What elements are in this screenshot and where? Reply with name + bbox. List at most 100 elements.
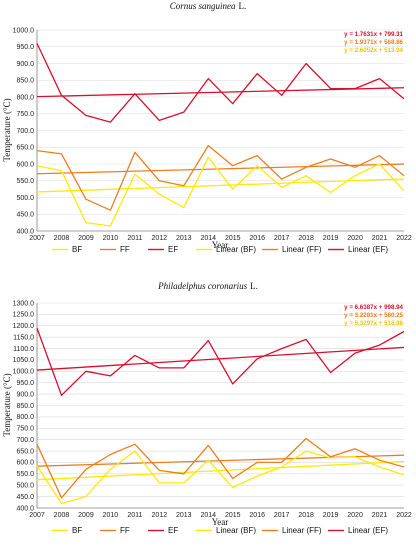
trendline-ff xyxy=(36,163,405,175)
legend-label: Linear (FF) xyxy=(282,245,322,254)
x-tick-label: 2018 xyxy=(298,235,314,242)
x-tick-label: 2007 xyxy=(29,512,45,519)
y-tick-label: 600.0 xyxy=(16,460,34,467)
trend-equation-ef: y = 6.6387x + 998.94 xyxy=(344,304,403,311)
series-line-bf xyxy=(36,450,405,505)
y-tick-label: 1200.0 xyxy=(13,323,35,330)
y-tick-label: 550.0 xyxy=(16,178,34,185)
y-tick-label: 750.0 xyxy=(16,111,34,118)
legend-label: Linear (BF) xyxy=(216,526,256,535)
x-tick-label: 2012 xyxy=(152,235,168,242)
x-tick-label: 2009 xyxy=(78,235,94,242)
x-tick-label: 2018 xyxy=(298,512,314,519)
y-tick-label: 500.0 xyxy=(16,483,34,490)
y-tick-label: 700.0 xyxy=(16,437,34,444)
y-tick-label: 1300.0 xyxy=(13,300,35,307)
trend-equation-ff: y = 3.2281x + 580.25 xyxy=(344,312,403,319)
x-tick-label: 2009 xyxy=(78,512,94,519)
legend-label: BF xyxy=(72,245,82,254)
trend-equation-ef: y = 1.7631x + 799.31 xyxy=(344,31,403,38)
x-tick-label: 2016 xyxy=(249,512,265,519)
y-tick-label: 450.0 xyxy=(16,212,34,219)
y-tick-label: 850.0 xyxy=(16,403,34,410)
trendline-ef xyxy=(36,87,405,98)
y-tick-label: 1250.0 xyxy=(13,312,35,319)
y-axis-title: Temperature (°C) xyxy=(2,373,12,436)
series-line-ff xyxy=(36,144,405,211)
y-tick-label: 950.0 xyxy=(16,380,34,387)
x-tick-label: 2007 xyxy=(29,235,45,242)
x-tick-label: 2011 xyxy=(127,235,142,242)
x-tick-label: 2014 xyxy=(200,512,216,519)
x-tick-label: 2008 xyxy=(54,235,70,242)
x-tick-label: 2011 xyxy=(127,512,142,519)
y-tick-label: 1050.0 xyxy=(13,357,35,364)
y-tick-label: 500.0 xyxy=(16,195,34,202)
y-axis-title: Temperature (°C) xyxy=(2,98,12,161)
series-line-ef xyxy=(36,43,405,123)
x-tick-label: 2010 xyxy=(103,235,119,242)
y-tick-label: 650.0 xyxy=(16,448,34,455)
y-tick-label: 600.0 xyxy=(16,161,34,168)
chart-title-suffix: L. xyxy=(250,281,258,291)
chart-title-suffix: L. xyxy=(239,1,247,11)
x-tick-label: 2014 xyxy=(200,235,216,242)
legend-label: FF xyxy=(120,526,130,535)
y-tick-label: 850.0 xyxy=(16,78,34,85)
x-tick-label: 2013 xyxy=(176,512,192,519)
x-tick-label: 2010 xyxy=(103,512,119,519)
y-tick-label: 1000.0 xyxy=(13,27,35,34)
x-tick-label: 2013 xyxy=(176,235,192,242)
trendline-ef xyxy=(36,346,405,371)
legend-label: EF xyxy=(168,245,178,254)
chart-title: Cornus sanguinea L. xyxy=(170,1,247,11)
y-tick-label: 900.0 xyxy=(16,61,34,68)
y-tick-label: 800.0 xyxy=(16,414,34,421)
y-tick-label: 1000.0 xyxy=(13,369,35,376)
x-tick-label: 2015 xyxy=(225,235,241,242)
trendline-bf xyxy=(36,178,405,193)
series-line-ef xyxy=(36,327,405,396)
x-axis-title: Year xyxy=(212,517,229,527)
x-tick-label: 2019 xyxy=(323,512,339,519)
chart-title: Philadelphus coronarius L. xyxy=(157,281,258,291)
y-tick-label: 1150.0 xyxy=(13,334,34,341)
x-tick-label: 2008 xyxy=(54,512,70,519)
legend-label: FF xyxy=(120,245,130,254)
legend-label: BF xyxy=(72,526,82,535)
x-tick-label: 2021 xyxy=(372,512,388,519)
trend-equation-bf: y = 5.3297x + 518.88 xyxy=(344,320,403,327)
y-tick-label: 950.0 xyxy=(16,44,34,51)
y-tick-label: 400.0 xyxy=(16,505,34,512)
chart-title-species: Philadelphus coronarius xyxy=(157,281,247,291)
y-tick-label: 750.0 xyxy=(16,426,34,433)
legend-label: EF xyxy=(168,526,178,535)
legend-label: Linear (EF) xyxy=(348,245,388,254)
trend-equation-ff: y = 1.9371x + 568.86 xyxy=(344,39,403,46)
x-tick-label: 2020 xyxy=(347,235,363,242)
y-tick-label: 800.0 xyxy=(16,94,34,101)
chart-title-species: Cornus sanguinea xyxy=(170,1,236,11)
x-tick-label: 2021 xyxy=(372,235,388,242)
y-tick-label: 700.0 xyxy=(16,128,34,135)
y-tick-label: 1100.0 xyxy=(13,346,34,353)
y-tick-label: 650.0 xyxy=(16,145,34,152)
y-tick-label: 550.0 xyxy=(16,471,34,478)
series-line-bf xyxy=(36,156,405,227)
x-tick-label: 2019 xyxy=(323,235,339,242)
chart-panel-2: Philadelphus coronarius L. 400.0 450.0 500.0… xyxy=(2,281,412,535)
x-tick-label: 2022 xyxy=(396,512,412,519)
legend-label: Linear (EF) xyxy=(348,526,388,535)
x-tick-label: 2017 xyxy=(274,512,290,519)
trendline-bf xyxy=(36,460,405,481)
x-tick-label: 2012 xyxy=(152,512,168,519)
x-tick-label: 2016 xyxy=(249,235,265,242)
legend-label: Linear (BF) xyxy=(216,245,256,254)
series-line-ff xyxy=(36,437,405,499)
y-tick-label: 400.0 xyxy=(16,228,34,235)
x-tick-label: 2015 xyxy=(225,512,241,519)
x-tick-label: 2020 xyxy=(347,512,363,519)
x-axis-title: Year xyxy=(212,240,229,250)
